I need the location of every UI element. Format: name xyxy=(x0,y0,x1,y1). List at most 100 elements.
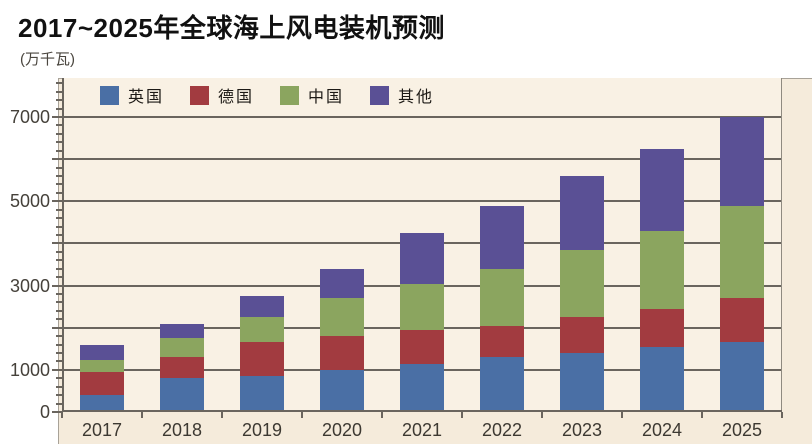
bar-2024 xyxy=(640,149,684,412)
y-major-tick xyxy=(52,284,62,287)
bar-segment xyxy=(560,353,604,412)
y-tick-label: 5000 xyxy=(9,191,50,212)
bar-segment xyxy=(480,325,524,358)
bar-segment xyxy=(480,357,524,412)
x-tick xyxy=(141,412,143,418)
bar-segment xyxy=(560,176,604,250)
y-minor-tick xyxy=(56,276,62,279)
legend-swatch xyxy=(370,85,390,105)
y-axis xyxy=(62,78,64,412)
bar-segment xyxy=(480,268,524,326)
x-category-label: 2024 xyxy=(641,420,683,440)
x-axis xyxy=(62,410,782,412)
bar-segment xyxy=(320,336,364,370)
x-category-label: 2021 xyxy=(401,420,443,440)
y-tick-label: 0 xyxy=(39,402,50,422)
bar-2023 xyxy=(560,176,604,412)
y-minor-tick xyxy=(56,132,62,135)
x-tick xyxy=(221,412,223,418)
legend-label: 德国 xyxy=(218,89,255,106)
y-major-tick xyxy=(52,326,62,329)
y-major-tick xyxy=(52,200,62,203)
x-category-label: 2022 xyxy=(481,420,523,440)
y-tick-label: 7000 xyxy=(9,107,50,127)
y-minor-tick xyxy=(56,166,62,169)
bar-segment xyxy=(720,298,764,343)
bar-2018 xyxy=(160,323,204,412)
x-tick xyxy=(61,412,63,418)
legend-swatch xyxy=(100,85,119,105)
x-tick xyxy=(541,412,543,418)
bar-segment xyxy=(640,231,684,309)
bar-segment xyxy=(320,298,364,337)
y-minor-tick xyxy=(56,107,62,110)
y-minor-tick xyxy=(56,149,62,152)
bar-2019 xyxy=(240,296,284,412)
y-minor-tick xyxy=(56,360,62,363)
bar-2017 xyxy=(80,345,124,412)
bar-segment xyxy=(640,149,684,232)
y-minor-tick xyxy=(56,259,62,262)
y-minor-tick xyxy=(56,82,62,85)
x-tick xyxy=(781,412,783,418)
y-minor-tick xyxy=(56,267,62,270)
legend-item: 中国 xyxy=(280,83,344,107)
bar-segment xyxy=(240,296,284,318)
plot-area xyxy=(62,78,782,412)
x-category-label: 2023 xyxy=(561,420,603,440)
y-minor-tick xyxy=(56,318,62,321)
bar-2021 xyxy=(400,233,444,412)
y-minor-tick xyxy=(56,377,62,380)
legend-item: 德国 xyxy=(190,83,254,107)
bar-segment xyxy=(720,117,764,206)
y-minor-tick xyxy=(56,301,62,304)
x-tick xyxy=(381,412,383,418)
x-tick xyxy=(301,412,303,418)
gridline-7000 xyxy=(62,116,781,118)
bar-segment xyxy=(400,283,444,330)
y-minor-tick xyxy=(56,402,62,405)
bar-segment xyxy=(160,357,204,379)
bar-segment xyxy=(80,372,124,396)
y-minor-tick xyxy=(56,124,62,127)
y-minor-tick xyxy=(56,309,62,312)
y-minor-tick xyxy=(56,234,62,236)
y-minor-tick xyxy=(56,99,62,102)
bar-segment xyxy=(400,363,444,412)
bar-segment xyxy=(480,205,524,269)
y-axis-unit-label: (万千瓦) xyxy=(20,51,75,68)
x-category-label: 2019 xyxy=(241,420,283,440)
bar-segment xyxy=(80,359,124,373)
y-minor-tick xyxy=(56,394,62,397)
y-minor-tick xyxy=(56,217,62,220)
legend: 英国 德国 中国 其他 xyxy=(100,83,434,107)
x-tick xyxy=(461,412,463,418)
y-minor-tick xyxy=(56,343,62,346)
legend-swatch xyxy=(190,85,210,105)
bar-segment xyxy=(640,308,684,347)
y-major-tick xyxy=(52,158,62,161)
y-minor-tick xyxy=(56,352,62,354)
y-major-tick xyxy=(52,368,62,371)
bar-segment xyxy=(240,376,284,412)
y-minor-tick xyxy=(56,183,62,186)
legend-swatch xyxy=(280,85,300,105)
x-tick xyxy=(621,412,623,418)
legend-label: 其他 xyxy=(398,89,435,106)
y-major-tick xyxy=(52,242,62,245)
y-minor-tick xyxy=(56,141,62,144)
bar-segment xyxy=(320,369,364,412)
bar-segment xyxy=(560,249,604,318)
legend-item: 其他 xyxy=(370,83,434,107)
bar-2020 xyxy=(320,269,364,412)
x-category-label: 2025 xyxy=(721,420,763,440)
y-tick-label: 3000 xyxy=(9,275,50,296)
y-tick-label: 1000 xyxy=(9,359,50,380)
legend-label: 英国 xyxy=(128,89,165,106)
y-minor-tick xyxy=(56,335,62,338)
bar-segment xyxy=(160,338,204,358)
y-minor-tick xyxy=(56,250,62,253)
y-minor-tick xyxy=(56,191,62,194)
y-major-tick xyxy=(52,411,62,413)
